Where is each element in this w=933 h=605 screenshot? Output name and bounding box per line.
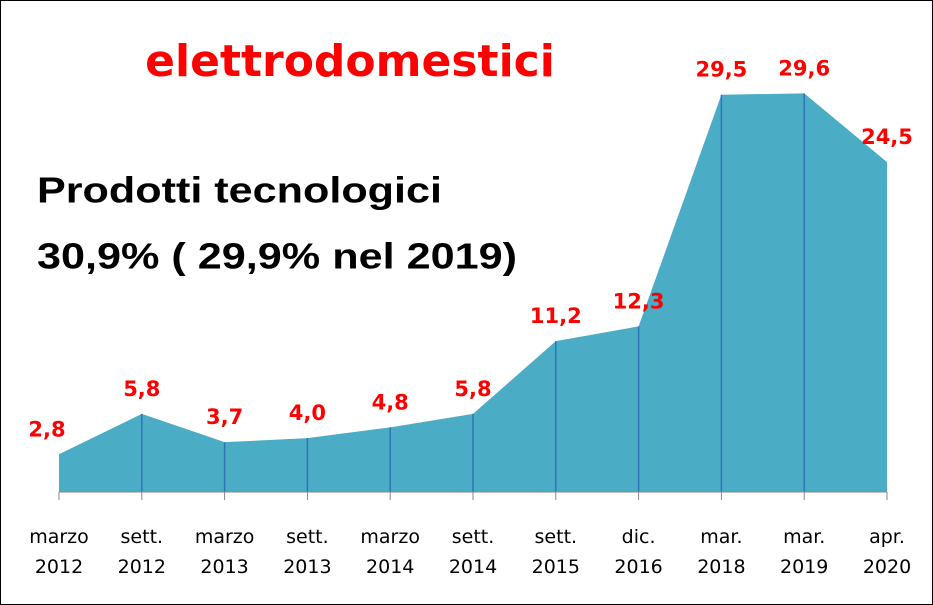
- data-label: 2,8: [28, 417, 65, 441]
- x-tick-label-line: 2016: [614, 556, 662, 578]
- x-tick-label-line: dic.: [622, 526, 656, 548]
- x-tick-label: marzo 2013: [195, 526, 255, 578]
- x-tick-label-line: 2013: [200, 556, 248, 578]
- x-tick-label-line: sett.: [286, 526, 329, 548]
- x-tick-label-line: sett.: [121, 526, 164, 548]
- data-label: 4,0: [289, 401, 326, 425]
- x-tick-label-line: apr.: [869, 526, 905, 548]
- data-label: 24,5: [861, 125, 913, 149]
- x-tick-label-line: marzo: [360, 526, 420, 548]
- x-tick-label-line: 2014: [366, 556, 414, 578]
- x-tick-label-line: 2012: [35, 556, 83, 578]
- x-tick-label-line: 2018: [697, 556, 745, 578]
- x-tick-label: mar. 2018: [697, 526, 745, 578]
- x-tick-label-line: marzo: [195, 526, 255, 548]
- x-tick-label-line: 2012: [118, 556, 166, 578]
- annotation: Prodotti tecnologici: [37, 170, 442, 211]
- x-tick-label-line: 2014: [449, 556, 497, 578]
- x-tick-label-line: 2015: [532, 556, 580, 578]
- x-tick-label: sett. 2015: [532, 526, 580, 578]
- x-tick-label-line: mar.: [783, 526, 825, 548]
- x-tick-label: sett. 2013: [283, 526, 331, 578]
- area: [59, 93, 887, 493]
- x-tick-label-line: mar.: [700, 526, 742, 548]
- data-label: 5,8: [123, 377, 160, 401]
- x-tick-label-line: 2019: [780, 556, 828, 578]
- x-tick-label: apr. 2020: [863, 526, 911, 578]
- data-label: 11,2: [530, 304, 582, 328]
- x-tick-label-line: 2020: [863, 556, 911, 578]
- x-tick-label: sett. 2012: [118, 526, 166, 578]
- annotation: 30,9% ( 29,9% nel 2019): [37, 236, 517, 277]
- data-label: 3,7: [206, 405, 243, 429]
- x-tick-label: dic. 2016: [614, 526, 662, 578]
- data-label: 29,5: [695, 58, 747, 82]
- data-label: 29,6: [778, 56, 830, 80]
- x-tick-label-line: sett.: [535, 526, 578, 548]
- x-tick-label: mar. 2019: [780, 526, 828, 578]
- chart-title: elettrodomestici: [145, 36, 555, 87]
- x-tick-label: marzo 2012: [29, 526, 89, 578]
- x-tick-label-line: marzo: [29, 526, 89, 548]
- x-tick-label-line: sett.: [452, 526, 495, 548]
- x-tick-label-line: 2013: [283, 556, 331, 578]
- x-tick-label: marzo 2014: [360, 526, 420, 578]
- data-label: 5,8: [454, 377, 491, 401]
- data-label: 12,3: [613, 289, 665, 313]
- x-tick-label: sett. 2014: [449, 526, 497, 578]
- data-label: 4,8: [372, 390, 409, 414]
